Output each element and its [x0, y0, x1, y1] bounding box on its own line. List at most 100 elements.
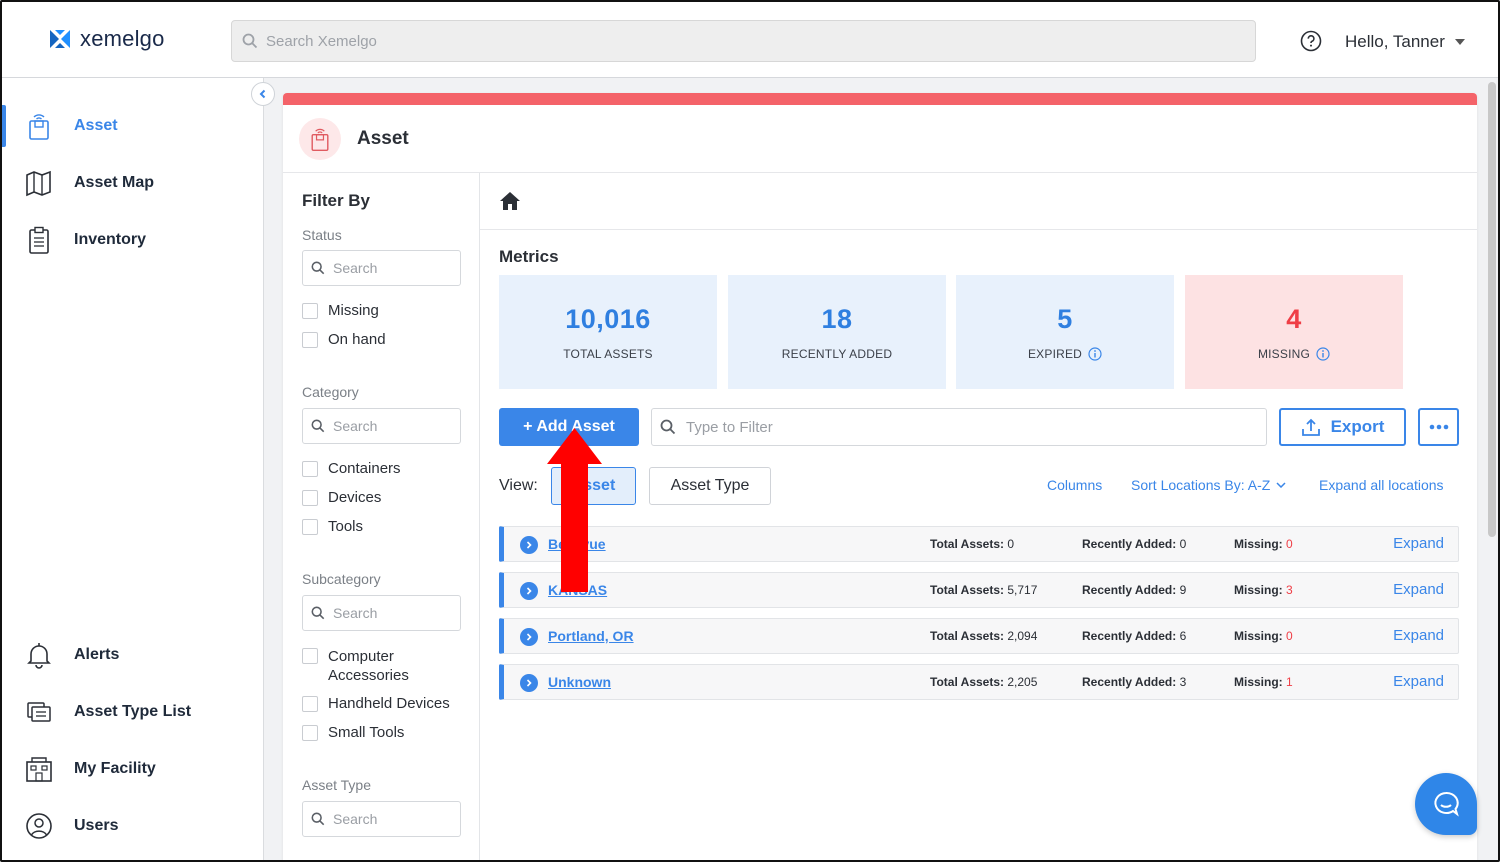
- global-search-input[interactable]: [266, 32, 1166, 50]
- filter-subcategory-label: Subcategory: [302, 571, 381, 587]
- sort-locations-dropdown[interactable]: Sort Locations By: A-Z: [1131, 477, 1286, 493]
- metric-caption: MISSING: [1258, 347, 1330, 361]
- checkbox-label: Computer Accessories: [328, 648, 409, 684]
- clipboard-icon: [29, 226, 49, 254]
- page-scrollbar[interactable]: [1488, 82, 1496, 537]
- type-to-filter-input[interactable]: [686, 418, 1246, 436]
- checkbox[interactable]: [302, 648, 318, 664]
- filter-asset-type-search-input[interactable]: [333, 811, 443, 827]
- checkbox[interactable]: [302, 696, 318, 712]
- type-to-filter[interactable]: [651, 408, 1267, 446]
- filter-subcategory-handheld-devices[interactable]: Handheld Devices: [302, 695, 450, 712]
- sidebar-item-asset[interactable]: Asset: [2, 101, 262, 151]
- sidebar-item-alerts[interactable]: Alerts: [2, 630, 262, 680]
- location-row: Unknown Total Assets: 2,205 Recently Add…: [499, 664, 1459, 700]
- info-icon[interactable]: [1316, 346, 1330, 361]
- filter-subcategory-small-tools[interactable]: Small Tools: [302, 724, 404, 741]
- sidebar-item-label: Asset Map: [74, 174, 155, 191]
- checkbox-label: Containers: [328, 460, 401, 477]
- location-link[interactable]: Bellevue: [548, 536, 606, 552]
- expand-link[interactable]: Expand: [1393, 673, 1444, 690]
- info-icon[interactable]: [1088, 346, 1102, 361]
- filter-status-on-hand[interactable]: On hand: [302, 331, 386, 348]
- xemelgo-logo-icon: [50, 30, 70, 48]
- chevron-right-icon[interactable]: [520, 628, 538, 646]
- checkbox[interactable]: [302, 490, 318, 506]
- asset-card: Asset Filter By Status Missing On hand C…: [283, 93, 1477, 860]
- location-link[interactable]: Portland, OR: [548, 628, 634, 644]
- expand-link[interactable]: Expand: [1393, 581, 1444, 598]
- caret-down-icon: [1454, 39, 1465, 45]
- chevron-right-icon[interactable]: [520, 582, 538, 600]
- view-row: View: Asset Asset Type Columns Sort Loca…: [499, 467, 1459, 507]
- metric-recently-added: 18 RECENTLY ADDED: [728, 275, 946, 389]
- search-icon: [242, 33, 258, 49]
- checkbox[interactable]: [302, 461, 318, 477]
- help-icon[interactable]: [1300, 30, 1322, 52]
- metric-caption: TOTAL ASSETS: [563, 346, 653, 361]
- more-options-button[interactable]: [1418, 408, 1459, 446]
- location-total: Total Assets: 0: [930, 537, 1015, 551]
- chat-button[interactable]: [1415, 773, 1477, 835]
- filter-subcategory-computer-accessories[interactable]: Computer Accessories: [302, 647, 452, 685]
- filter-panel: Filter By Status Missing On hand Categor…: [283, 173, 480, 860]
- filter-category-search[interactable]: [302, 408, 461, 444]
- checkbox[interactable]: [302, 332, 318, 348]
- user-menu[interactable]: Hello, Tanner: [1345, 32, 1465, 52]
- location-link[interactable]: KANSAS: [548, 582, 608, 598]
- breadcrumb-divider: [480, 229, 1477, 230]
- view-asset-type-button[interactable]: Asset Type: [649, 467, 771, 505]
- chevron-left-icon: [259, 89, 266, 99]
- user-greeting: Hello, Tanner: [1345, 32, 1445, 51]
- logo[interactable]: xemelgo: [48, 26, 165, 52]
- chevron-right-icon[interactable]: [520, 536, 538, 554]
- sidebar-item-my-facility[interactable]: My Facility: [2, 744, 262, 794]
- metric-missing: 4 MISSING: [1185, 275, 1403, 389]
- filter-subcategory-search[interactable]: [302, 595, 461, 631]
- expand-link[interactable]: Expand: [1393, 627, 1444, 644]
- location-row: KANSAS Total Assets: 5,717 Recently Adde…: [499, 572, 1459, 608]
- filter-title: Filter By: [302, 191, 371, 210]
- filter-category-devices[interactable]: Devices: [302, 489, 381, 506]
- location-total: Total Assets: 2,205: [930, 675, 1038, 689]
- chevron-right-icon[interactable]: [520, 674, 538, 692]
- sidebar-item-inventory[interactable]: Inventory: [2, 215, 262, 265]
- checkbox[interactable]: [302, 519, 318, 535]
- filter-asset-type-search[interactable]: [302, 801, 461, 837]
- export-button[interactable]: Export: [1279, 408, 1406, 446]
- filter-category-search-input[interactable]: [333, 418, 443, 434]
- asset-toolbar: + Add Asset Export: [499, 408, 1459, 448]
- filter-category-containers[interactable]: Containers: [302, 460, 401, 477]
- filter-status-search[interactable]: [302, 250, 461, 286]
- sidebar-item-label: Users: [74, 817, 119, 834]
- global-search[interactable]: [231, 20, 1256, 62]
- sort-locations-label: Sort Locations By: A-Z: [1131, 477, 1271, 493]
- building-icon: [26, 757, 52, 782]
- main-content: Metrics 10,016 TOTAL ASSETS 18 RECENTLY …: [480, 173, 1477, 860]
- chat-icon: [1434, 791, 1459, 817]
- metric-caption: EXPIRED: [1028, 347, 1102, 361]
- sidebar-item-users[interactable]: Users: [2, 801, 262, 851]
- home-icon[interactable]: [499, 191, 521, 211]
- chevron-down-icon: [1276, 482, 1286, 488]
- asset-icon: [29, 114, 49, 140]
- top-bar: xemelgo Hello, Tanner: [2, 2, 1498, 78]
- filter-status-missing[interactable]: Missing: [302, 302, 379, 319]
- filter-category-label: Category: [302, 384, 359, 400]
- columns-link[interactable]: Columns: [1047, 477, 1103, 493]
- location-link[interactable]: Unknown: [548, 674, 611, 690]
- expand-link[interactable]: Expand: [1393, 535, 1444, 552]
- expand-all-locations-link[interactable]: Expand all locations: [1319, 477, 1444, 493]
- filter-category-tools[interactable]: Tools: [302, 518, 363, 535]
- sidebar-item-asset-type-list[interactable]: Asset Type List: [2, 687, 262, 737]
- sidebar-item-label: Asset: [74, 117, 118, 134]
- sidebar-collapse-button[interactable]: [251, 82, 275, 106]
- filter-subcategory-search-input[interactable]: [333, 605, 443, 621]
- filter-status-search-input[interactable]: [333, 260, 443, 276]
- checkbox[interactable]: [302, 725, 318, 741]
- view-asset-button[interactable]: Asset: [551, 467, 636, 505]
- checkbox-label: On hand: [328, 331, 386, 348]
- sidebar-item-asset-map[interactable]: Asset Map: [2, 158, 262, 208]
- checkbox[interactable]: [302, 303, 318, 319]
- add-asset-button[interactable]: + Add Asset: [499, 408, 639, 446]
